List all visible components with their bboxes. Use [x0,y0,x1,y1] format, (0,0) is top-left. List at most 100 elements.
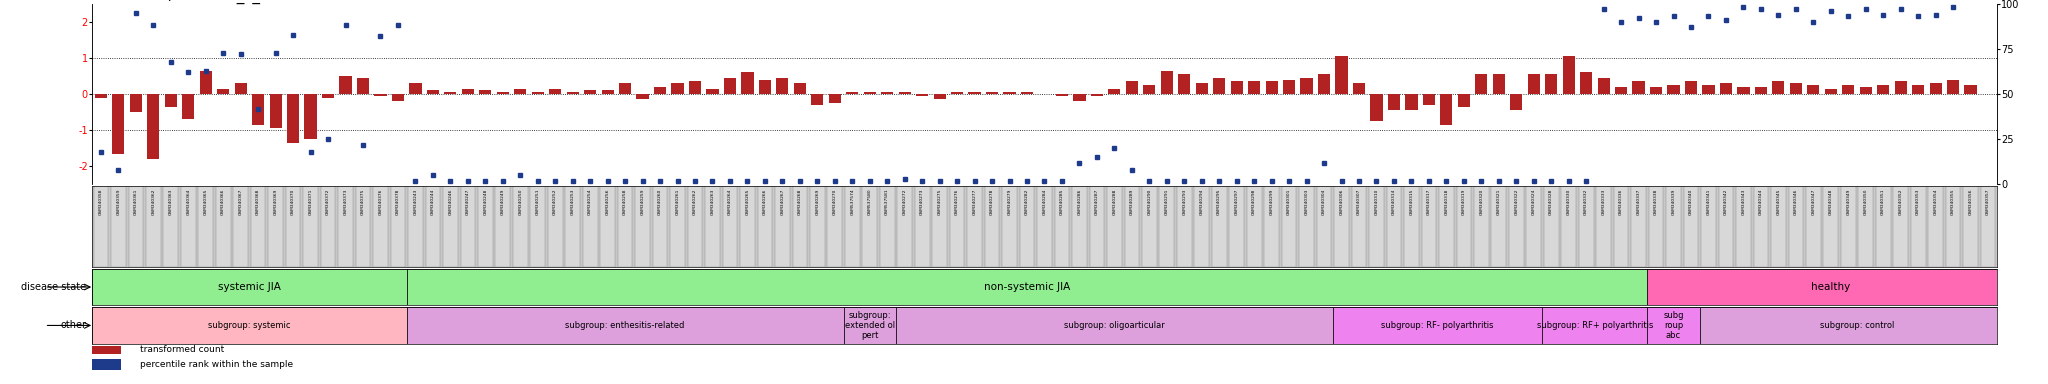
Text: GSM340298: GSM340298 [1251,189,1255,215]
Bar [707,89,719,94]
Bar [1700,307,2015,344]
Bar [1581,73,1591,94]
Text: GSM340289: GSM340289 [1130,189,1135,215]
Text: GSM340340: GSM340340 [1690,189,1694,215]
Bar [1421,186,1436,267]
Bar [1980,186,1995,267]
Bar [1841,186,1855,267]
Bar [340,76,352,94]
Text: GSM340299: GSM340299 [1270,189,1274,215]
Text: GSM340263: GSM340263 [711,189,715,215]
Bar [584,186,598,267]
Text: GSM340269: GSM340269 [815,189,819,215]
Text: GSM340297: GSM340297 [1235,189,1239,215]
Bar [164,186,178,267]
Bar [1282,186,1296,267]
Bar [373,186,387,267]
Bar [1020,186,1034,267]
Text: GSM340306: GSM340306 [1339,189,1343,215]
Text: GSM340315: GSM340315 [1409,189,1413,215]
Bar [1825,89,1837,94]
Text: GSM340355: GSM340355 [1952,189,1956,215]
Bar [844,307,895,344]
Text: GSM340343: GSM340343 [1741,189,1745,215]
Text: GSM340350: GSM340350 [1864,189,1868,215]
Text: GSM340348: GSM340348 [1829,189,1833,215]
Bar [1790,83,1802,94]
Bar [881,186,895,267]
Text: GSM340375: GSM340375 [360,189,365,215]
Bar [1632,81,1645,94]
Bar [1702,186,1716,267]
Bar [1475,186,1489,267]
Bar [182,94,195,119]
Bar [1057,94,1069,96]
Bar [635,186,649,267]
Bar [1491,186,1505,267]
Bar [653,87,666,94]
Bar [584,91,596,94]
Bar [1004,92,1016,94]
Bar [1264,186,1280,267]
Bar [1892,186,1909,267]
Bar [1354,83,1366,94]
Bar [1178,186,1192,267]
Text: GSM340373: GSM340373 [344,189,348,215]
Bar [1212,186,1227,267]
Bar [774,186,791,267]
Text: subgroup: RF+ polyarthritis: subgroup: RF+ polyarthritis [1536,321,1653,330]
Bar [512,186,528,267]
Bar [688,186,702,267]
Bar [1858,186,1874,267]
Bar [303,186,317,267]
Bar [846,92,858,94]
Bar [1509,94,1522,110]
Text: GSM340332: GSM340332 [1585,189,1587,215]
Text: GSM340359: GSM340359 [117,189,121,215]
Text: subgroup: oligoarticular: subgroup: oligoarticular [1065,321,1165,330]
Bar [1595,186,1612,267]
Bar [862,186,877,267]
Bar [1737,87,1749,94]
Text: GSM340278: GSM340278 [989,189,993,215]
Text: GSM340333: GSM340333 [1602,189,1606,215]
Bar [1405,94,1417,110]
Bar [1597,78,1610,94]
Text: GSM340372: GSM340372 [326,189,330,215]
Bar [1090,186,1104,267]
Bar [1894,81,1907,94]
Bar [618,186,633,267]
Bar [1772,186,1786,267]
Bar [723,78,735,94]
Bar [1860,87,1872,94]
Text: GSM340356: GSM340356 [1968,189,1972,215]
Bar [1788,186,1802,267]
Text: GSM340324: GSM340324 [1532,189,1536,215]
Bar [1319,74,1331,94]
Bar [1092,94,1104,96]
Bar [1929,83,1942,94]
Bar [1001,186,1018,267]
Bar [92,307,408,344]
Bar [1946,186,1960,267]
Bar [1440,94,1452,125]
Bar [338,186,352,267]
Text: GSM340294: GSM340294 [1200,189,1204,215]
Bar [1509,186,1524,267]
Bar [1632,186,1647,267]
Bar [410,83,422,94]
Bar [408,307,844,344]
Text: GSM340354: GSM340354 [1933,189,1937,215]
Bar [1876,186,1890,267]
Bar [1913,85,1925,94]
Bar [549,186,563,267]
Bar [1929,186,1944,267]
Text: GSM340364: GSM340364 [186,189,190,215]
Bar [1755,87,1767,94]
Bar [1055,186,1069,267]
Bar [1649,186,1663,267]
Bar [1614,186,1628,267]
Text: GSM537574: GSM537574 [850,189,854,215]
Text: GSM340247: GSM340247 [465,189,469,215]
Bar [477,186,494,267]
